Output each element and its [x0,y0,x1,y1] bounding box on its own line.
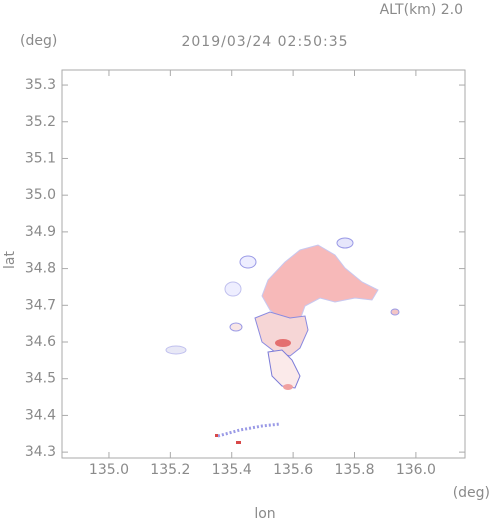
y-tick-label: 34.7 [25,297,56,313]
y-tick-label: 35.0 [25,187,56,203]
y-tick-label: 34.9 [25,224,56,240]
altitude-label: ALT(km) 2.0 [380,2,463,18]
y-unit: (deg) [20,33,57,49]
radar-echo [165,237,400,444]
y-tick-label: 34.6 [25,334,56,350]
x-axis-label: lon [254,506,275,521]
plot-frame [61,69,466,459]
y-tick-label: 35.2 [25,114,56,130]
y-tick-label: 34.8 [25,261,56,277]
y-tick-label: 34.4 [25,407,56,423]
x-tick-label: 135.6 [273,462,313,478]
y-axis-label: lat [2,251,18,269]
x-tick-label: 135.4 [212,462,252,478]
y-tick-label: 35.1 [25,150,56,166]
y-tick-label: 34.3 [25,444,56,460]
x-tick-label: 135.8 [334,462,374,478]
chart-title: 2019/03/24 02:50:35 [181,34,348,50]
x-tick-label: 136.0 [396,462,436,478]
y-tick-label: 34.5 [25,371,56,387]
y-tick-label: 35.3 [25,77,56,93]
x-tick-label: 135.2 [150,462,190,478]
x-unit: (deg) [453,485,490,501]
x-tick-label: 135.0 [89,462,129,478]
